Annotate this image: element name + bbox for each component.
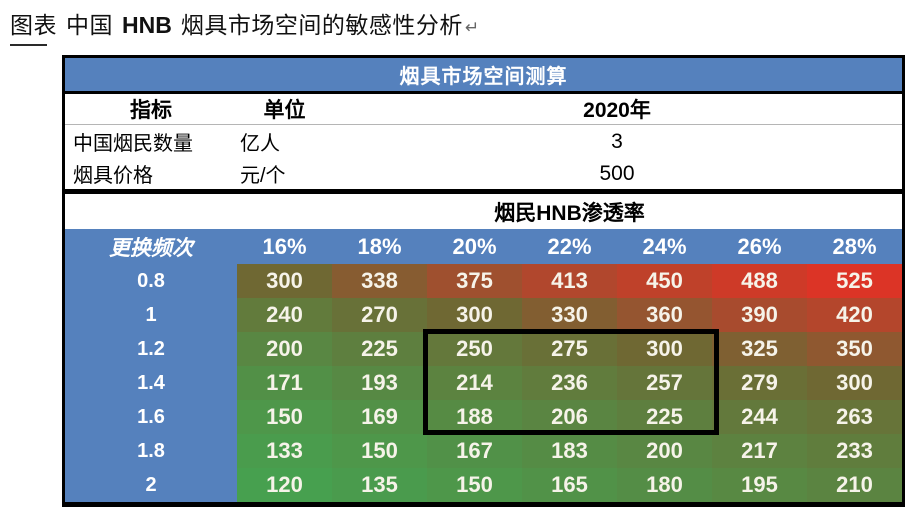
caption-rest: 烟具市场空间的敏感性分析 xyxy=(180,12,463,38)
assumption-unit: 亿人 xyxy=(240,133,280,155)
heatmap-cell: 330 xyxy=(522,298,617,332)
heatmap-cell: 206 xyxy=(522,400,617,434)
heatmap-cell: 257 xyxy=(617,366,712,400)
divider xyxy=(65,91,902,94)
assumption-value: 500 xyxy=(599,161,635,185)
section-header-row: 烟民HNB渗透率 xyxy=(65,194,902,229)
heatmap-cell: 180 xyxy=(617,468,712,502)
heatmap-cell: 450 xyxy=(617,264,712,298)
heatmap-cell: 413 xyxy=(522,264,617,298)
row-header: 2 xyxy=(65,468,237,502)
heatmap-row: 1.2 200 225 250 275 300 325 350 xyxy=(65,332,902,366)
indicator-header: 指标 xyxy=(130,99,172,122)
heatmap-cell: 167 xyxy=(427,434,522,468)
heatmap-cell: 233 xyxy=(807,434,902,468)
heatmap-cell: 200 xyxy=(237,332,332,366)
heatmap-cell: 150 xyxy=(237,400,332,434)
col-header: 28% xyxy=(832,233,877,259)
heatmap-cell: 195 xyxy=(712,468,807,502)
heatmap-cell: 169 xyxy=(332,400,427,434)
table-title: 烟具市场空间测算 xyxy=(65,58,902,91)
col-header: 24% xyxy=(642,233,687,259)
heatmap-cell: 210 xyxy=(807,468,902,502)
heatmap-cell: 525 xyxy=(807,264,902,298)
col-header: 18% xyxy=(357,233,402,259)
heatmap-cell: 165 xyxy=(522,468,617,502)
heatmap-cell: 390 xyxy=(712,298,807,332)
heatmap-cell: 300 xyxy=(617,332,712,366)
heatmap-cell: 225 xyxy=(617,400,712,434)
heatmap-cell: 275 xyxy=(522,332,617,366)
col-header: 22% xyxy=(547,233,592,259)
heatmap-cell: 214 xyxy=(427,366,522,400)
heatmap-row: 1 240 270 300 330 360 390 420 xyxy=(65,298,902,332)
heatmap-row: 1.8 133 150 167 183 200 217 233 xyxy=(65,434,902,468)
heatmap-cell: 300 xyxy=(237,264,332,298)
heatmap-cell: 200 xyxy=(617,434,712,468)
caption-prefix: 图表 xyxy=(10,12,57,38)
return-mark-icon: ↵ xyxy=(464,18,480,37)
heatmap-cell: 270 xyxy=(332,298,427,332)
heatmap-cell: 300 xyxy=(807,366,902,400)
divider xyxy=(65,189,902,194)
heatmap-cell: 325 xyxy=(712,332,807,366)
heatmap-cell: 338 xyxy=(332,264,427,298)
heatmap-cell: 120 xyxy=(237,468,332,502)
penetration-section-title: 烟民HNB渗透率 xyxy=(494,201,645,225)
heatmap-cell: 360 xyxy=(617,298,712,332)
assumption-unit: 元/个 xyxy=(240,165,286,187)
caption-regular: 中国 xyxy=(66,12,113,38)
assumption-indicator: 中国烟民数量 xyxy=(73,133,193,155)
heatmap-cell: 150 xyxy=(427,468,522,502)
row-header: 1 xyxy=(65,298,237,332)
heatmap-cell: 133 xyxy=(237,434,332,468)
heatmap-cell: 375 xyxy=(427,264,522,298)
heatmap-row: 1.6 150 169 188 206 225 244 263 xyxy=(65,400,902,434)
heatmap-cell: 350 xyxy=(807,332,902,366)
heatmap-cell: 488 xyxy=(712,264,807,298)
heatmap-cell: 244 xyxy=(712,400,807,434)
heatmap-cell: 193 xyxy=(332,366,427,400)
row-header: 1.4 xyxy=(65,366,237,400)
heatmap-cell: 183 xyxy=(522,434,617,468)
col-header: 20% xyxy=(452,233,497,259)
row-header: 1.8 xyxy=(65,434,237,468)
heatmap-cell: 420 xyxy=(807,298,902,332)
meta-header-row: 指标 单位 2020年 xyxy=(65,94,902,124)
row-header: 0.8 xyxy=(65,264,237,298)
assumption-row-smokers: 中国烟民数量 亿人 3 xyxy=(65,125,902,158)
figure-caption: 图表 中国 HNB 烟具市场空间的敏感性分析 ↵ xyxy=(10,6,480,40)
heatmap-cell: 135 xyxy=(332,468,427,502)
caption-bold: HNB xyxy=(122,12,172,38)
heatmap-body: 0.8 300 338 375 413 450 488 525 1 240 270 300 330 360… xyxy=(65,264,902,502)
row-header: 1.2 xyxy=(65,332,237,366)
assumption-row-price: 烟具价格 元/个 500 xyxy=(65,158,902,189)
heatmap-cell: 225 xyxy=(332,332,427,366)
caption-underline xyxy=(10,44,47,46)
matrix-column-header-row: 更换频次 16% 18% 20% 22% 24% 26% 28% xyxy=(65,229,902,264)
heatmap-cell: 279 xyxy=(712,366,807,400)
heatmap-row: 1.4 171 193 214 236 257 279 300 xyxy=(65,366,902,400)
heatmap-row: 0.8 300 338 375 413 450 488 525 xyxy=(65,264,902,298)
col-header: 16% xyxy=(262,233,307,259)
heatmap-cell: 240 xyxy=(237,298,332,332)
row-header: 1.6 xyxy=(65,400,237,434)
heatmap-cell: 263 xyxy=(807,400,902,434)
heatmap-row: 2 120 135 150 165 180 195 210 xyxy=(65,468,902,502)
heatmap-cell: 150 xyxy=(332,434,427,468)
col-header: 26% xyxy=(737,233,782,259)
heatmap-cell: 171 xyxy=(237,366,332,400)
divider xyxy=(65,124,902,125)
heatmap-cell: 188 xyxy=(427,400,522,434)
assumption-indicator: 烟具价格 xyxy=(73,165,153,187)
sensitivity-table: 烟具市场空间测算 指标 单位 2020年 中国烟民数量 亿人 3 烟具价格 元/… xyxy=(62,55,905,507)
unit-header: 单位 xyxy=(263,99,306,122)
heatmap-cell: 236 xyxy=(522,366,617,400)
year-header: 2020年 xyxy=(583,99,651,122)
replacement-frequency-label: 更换频次 xyxy=(109,236,193,260)
heatmap-cell: 300 xyxy=(427,298,522,332)
heatmap-cell: 217 xyxy=(712,434,807,468)
assumption-value: 3 xyxy=(611,129,623,153)
heatmap-cell: 250 xyxy=(427,332,522,366)
